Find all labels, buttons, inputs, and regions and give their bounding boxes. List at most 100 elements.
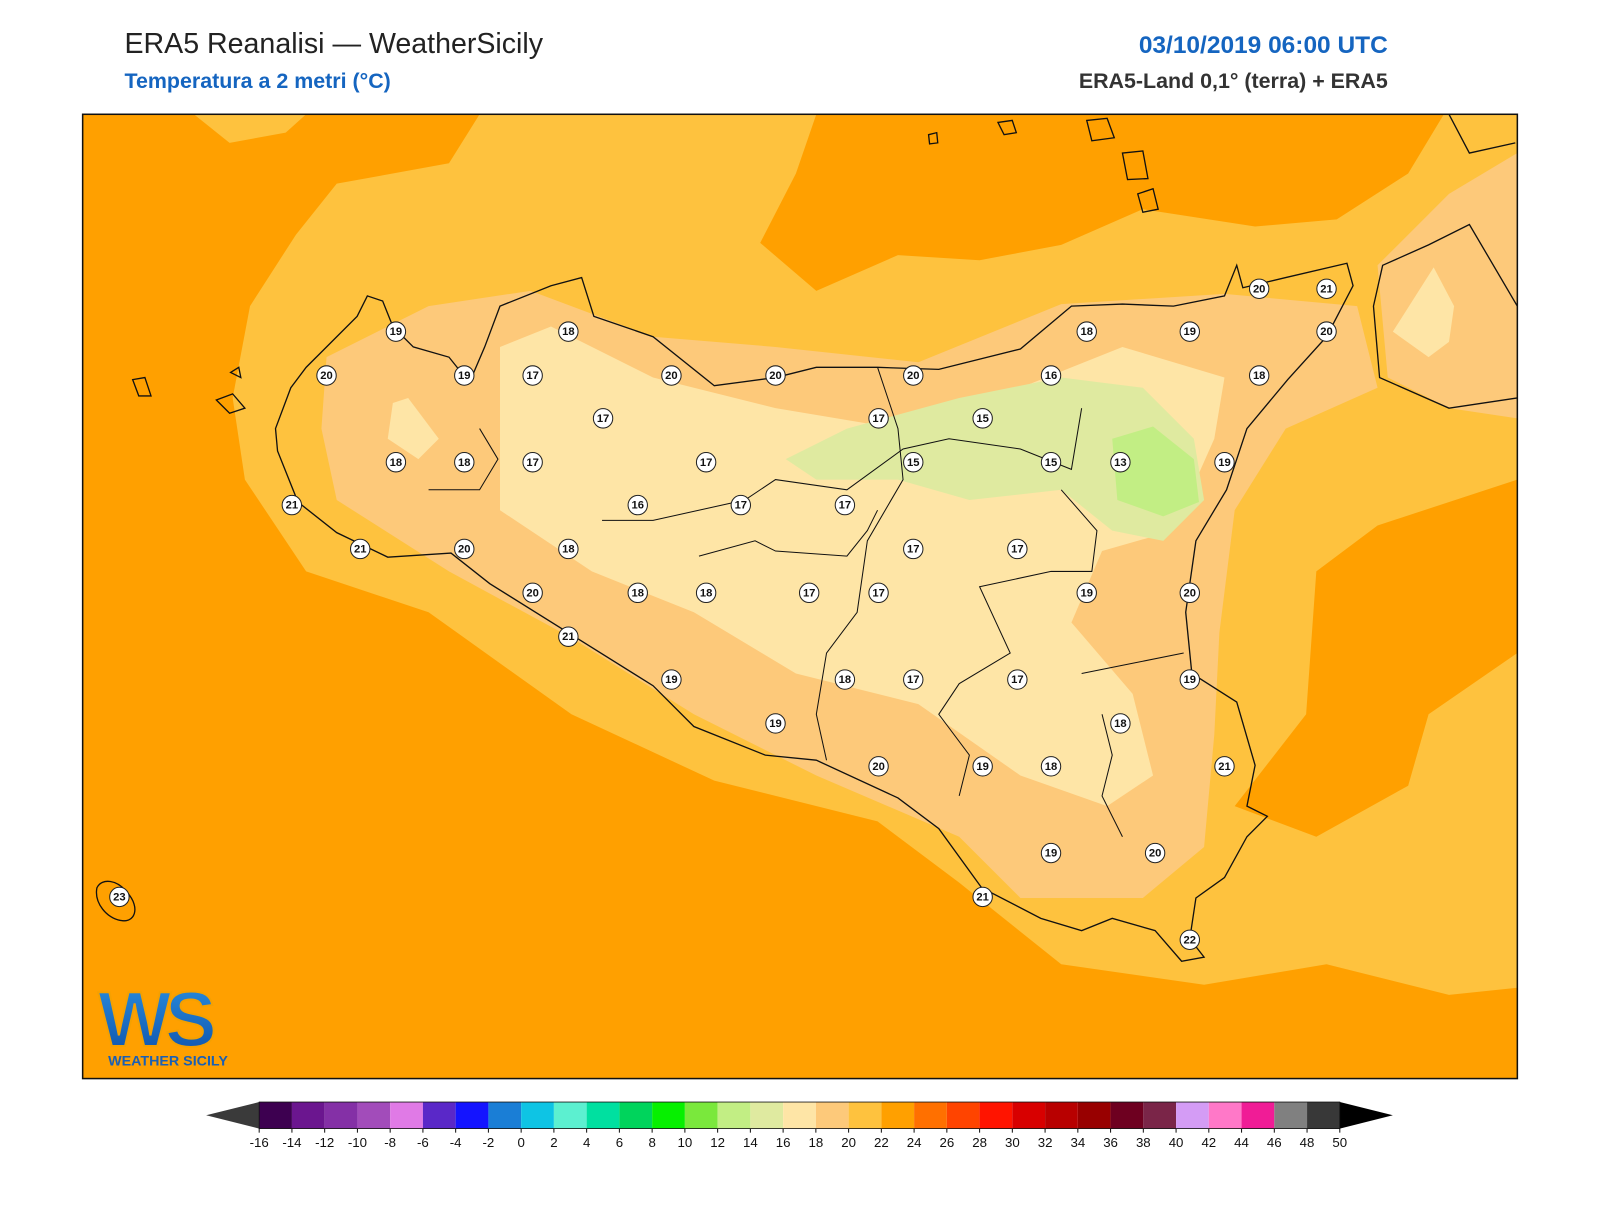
colorbar-bin (1307, 1102, 1340, 1129)
station-value: 19 (665, 674, 677, 686)
station-marker (1316, 321, 1337, 342)
colorbar-tick-label: -16 (250, 1135, 269, 1150)
colorbar-bin (390, 1102, 423, 1129)
colorbar-tick-label: 36 (1103, 1135, 1118, 1150)
colorbar-bin (1045, 1102, 1078, 1129)
station-marker (661, 365, 682, 386)
station-marker (558, 626, 579, 647)
station-value: 17 (597, 413, 609, 425)
station-marker (1007, 538, 1028, 560)
colorbar-tick-label: 0 (517, 1135, 524, 1150)
colorbar-tick-label: 8 (648, 1135, 655, 1150)
colorbar-tick-label: 16 (776, 1135, 791, 1150)
station-marker (1007, 669, 1028, 690)
colorbar-tick-label: 6 (616, 1135, 623, 1150)
station-value: 20 (872, 761, 884, 773)
colorbar-bin (291, 1102, 325, 1129)
colorbar-tick-label: 44 (1234, 1135, 1249, 1150)
station-marker (1179, 321, 1200, 342)
station-marker (903, 452, 924, 473)
station-value: 15 (907, 457, 919, 469)
station-marker (281, 494, 303, 516)
station-value: 19 (390, 326, 402, 338)
colorbar-tick-label: 12 (710, 1135, 725, 1150)
station-value: 21 (562, 631, 574, 643)
station-marker (972, 886, 993, 908)
station-value: 18 (390, 457, 402, 469)
station-value: 17 (700, 457, 712, 469)
logo-text: WEATHER SICILY (108, 1053, 228, 1069)
colorbar-tick-label: 22 (874, 1135, 889, 1150)
station-marker (592, 408, 614, 429)
colorbar-bin (750, 1102, 784, 1129)
station-marker (522, 452, 543, 473)
colorbar-bin (881, 1102, 915, 1129)
station-value: 17 (803, 587, 815, 599)
subtitle: Temperatura a 2 metri (°C) (124, 69, 390, 93)
station-marker (454, 365, 475, 386)
colorbar-tick-label: 4 (583, 1135, 590, 1150)
field-pale-green (785, 377, 1205, 541)
station-value: 18 (562, 326, 574, 338)
colorbar-tick-label: 10 (678, 1135, 693, 1150)
field-cream-ne (1392, 267, 1455, 358)
colorbar-bin (717, 1102, 751, 1129)
station-value: 17 (907, 543, 919, 555)
station-value: 18 (1045, 761, 1057, 773)
station-marker (798, 582, 820, 604)
station-value: 20 (1253, 283, 1265, 295)
station-value: 18 (1080, 326, 1092, 338)
station-value: 19 (1184, 326, 1196, 338)
colorbar-tick-label: -14 (282, 1135, 301, 1150)
logo: WS WEATHER SICILY (97, 976, 228, 1069)
colorbar-bin (455, 1102, 489, 1129)
map-frame (81, 113, 1519, 1080)
colorbar-bin (553, 1102, 587, 1129)
station-marker (350, 538, 371, 560)
station-marker (868, 756, 889, 777)
colorbar-tick-label: 48 (1300, 1135, 1315, 1150)
colorbar-tick-label: 40 (1169, 1135, 1184, 1150)
station-marker (730, 494, 752, 516)
colorbar-bin (1274, 1102, 1308, 1129)
station-value: 17 (872, 587, 884, 599)
colorbar-tick-label: 38 (1136, 1135, 1151, 1150)
station-marker (834, 669, 856, 690)
island-egadi (215, 366, 247, 415)
station-marker (1248, 365, 1270, 386)
colorbar-bin (1012, 1102, 1046, 1129)
colorbar-bin (914, 1102, 947, 1129)
map: 19 18 20 19 17 20 20 20 16 18 19 20 21 20 18 17 17 15 18 18… (82, 114, 1518, 1079)
island-lampedusa (95, 880, 136, 922)
colorbar-tick-label: -2 (483, 1135, 495, 1150)
station-value: 17 (526, 457, 538, 469)
station-value: 17 (526, 370, 538, 382)
station-marker (695, 452, 717, 473)
station-value: 21 (286, 500, 298, 512)
colorbar-bin (259, 1102, 292, 1129)
station-value: 18 (839, 674, 851, 686)
field-tan-ne (1377, 153, 1518, 419)
station-value: 20 (665, 370, 677, 382)
colorbar-bin (1208, 1102, 1242, 1129)
station-marker (558, 538, 579, 560)
station-marker (1144, 842, 1166, 864)
coast-sicily (274, 262, 1354, 962)
island-ustica (131, 376, 152, 397)
station-marker (972, 408, 993, 429)
colorbar-over (1339, 1102, 1393, 1129)
station-value: 20 (907, 370, 919, 382)
station-marker (1076, 582, 1097, 604)
station-value: 21 (1320, 283, 1332, 295)
station-marker (454, 452, 475, 473)
colorbar-bin (586, 1102, 620, 1129)
station-value: 16 (632, 500, 644, 512)
station-marker (903, 538, 924, 560)
station-value: 20 (1184, 587, 1196, 599)
station-value: 18 (632, 587, 644, 599)
colorbar-bin (815, 1102, 849, 1129)
station-marker (1110, 713, 1131, 734)
station-value: 18 (458, 457, 470, 469)
station-marker (109, 886, 130, 908)
